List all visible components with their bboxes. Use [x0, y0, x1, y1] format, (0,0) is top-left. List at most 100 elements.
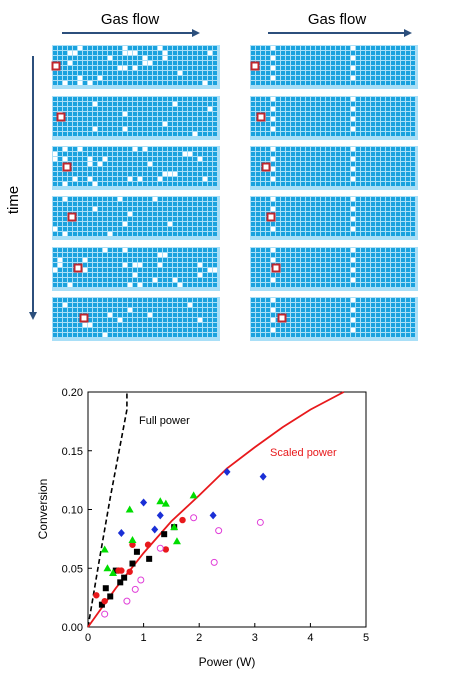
panel-cell: [153, 76, 157, 80]
panel-cell: [118, 71, 122, 75]
panel-cell: [158, 313, 162, 317]
panel-cell: [251, 162, 255, 166]
panel-cell: [321, 283, 325, 287]
panel-cell: [381, 308, 385, 312]
panel-cell: [88, 217, 92, 221]
panel-cell: [108, 117, 112, 121]
panel-cell: [93, 157, 97, 161]
panel-cell: [88, 182, 92, 186]
panel-cell: [73, 97, 77, 101]
panel-cell: [58, 323, 62, 327]
panel-cell: [98, 328, 102, 332]
active-site: [128, 308, 132, 312]
panel-cell: [381, 278, 385, 282]
panel-cell: [331, 217, 335, 221]
panel-cell: [406, 217, 410, 221]
panel-cell: [326, 76, 330, 80]
panel-cell: [78, 248, 82, 252]
panel-cell: [58, 162, 62, 166]
panel-cell: [351, 202, 355, 206]
panel-cell: [316, 333, 320, 337]
panel-cell: [316, 56, 320, 60]
panel-cell: [208, 328, 212, 332]
panel-cell: [251, 263, 255, 267]
panel-cell: [213, 152, 217, 156]
panel-cell: [213, 97, 217, 101]
panel-cell: [193, 56, 197, 60]
panel-cell: [168, 253, 172, 257]
panel-cell: [133, 248, 137, 252]
panel-cell: [346, 207, 350, 211]
point-square: [98, 601, 105, 608]
panel-cell: [296, 102, 300, 106]
panel-cell: [58, 157, 62, 161]
panel-cell: [386, 112, 390, 116]
panel-cell: [301, 273, 305, 277]
panel-cell: [203, 333, 207, 337]
panel-cell: [158, 132, 162, 136]
active-site: [188, 303, 192, 307]
panel-cell: [128, 258, 132, 262]
point-diamond: [151, 525, 159, 534]
panel-cell: [381, 81, 385, 85]
panel-cell: [271, 152, 275, 156]
panel-cell: [411, 97, 415, 101]
panel-cell: [183, 102, 187, 106]
panel-cell: [266, 232, 270, 236]
panel-cell: [138, 227, 142, 231]
panel-cell: [391, 248, 395, 252]
panel-cell: [73, 157, 77, 161]
panel-cell: [256, 147, 260, 151]
panel-cell: [256, 162, 260, 166]
active-site: [173, 102, 177, 106]
panel-cell: [168, 212, 172, 216]
panel-cell: [168, 107, 172, 111]
panel-cell: [208, 76, 212, 80]
panel-cell: [93, 313, 97, 317]
panel-cell: [336, 122, 340, 126]
panel-cell: [281, 253, 285, 257]
panel-cell: [291, 323, 295, 327]
panel-cell: [376, 157, 380, 161]
panel-cell: [213, 127, 217, 131]
panel-cell: [316, 182, 320, 186]
panel-cell: [381, 97, 385, 101]
panel-cell: [291, 51, 295, 55]
panel-cell: [331, 202, 335, 206]
panel-cell: [326, 107, 330, 111]
panel-cell: [361, 253, 365, 257]
panel-cell: [401, 117, 405, 121]
panel-cell: [301, 217, 305, 221]
panel-cell: [53, 303, 57, 307]
panel-cell: [366, 202, 370, 206]
panel-cell: [113, 298, 117, 302]
panel-cell: [188, 273, 192, 277]
panel-cell: [341, 102, 345, 106]
panel-cell: [163, 308, 167, 312]
panel-cell: [321, 318, 325, 322]
panel-cell: [148, 182, 152, 186]
panel-cell: [108, 81, 112, 85]
panel-cell: [286, 97, 290, 101]
panel-cell: [366, 97, 370, 101]
panel-cell: [366, 46, 370, 50]
panel-cell: [208, 207, 212, 211]
panel-cell: [341, 212, 345, 216]
panel-cell: [143, 172, 147, 176]
panel-cell: [53, 313, 57, 317]
panel-cell: [356, 197, 360, 201]
panel-cell: [411, 66, 415, 70]
panel-cell: [376, 222, 380, 226]
panel-cell: [188, 102, 192, 106]
panel-cell: [78, 227, 82, 231]
panel-cell: [366, 117, 370, 121]
panel-cell: [346, 102, 350, 106]
panel-cell: [103, 278, 107, 282]
panel-cell: [251, 212, 255, 216]
panel-cell: [261, 333, 265, 337]
panel-cell: [366, 177, 370, 181]
panel-cell: [311, 217, 315, 221]
panel-cell: [311, 263, 315, 267]
panel-cell: [271, 81, 275, 85]
panel-cell: [296, 152, 300, 156]
